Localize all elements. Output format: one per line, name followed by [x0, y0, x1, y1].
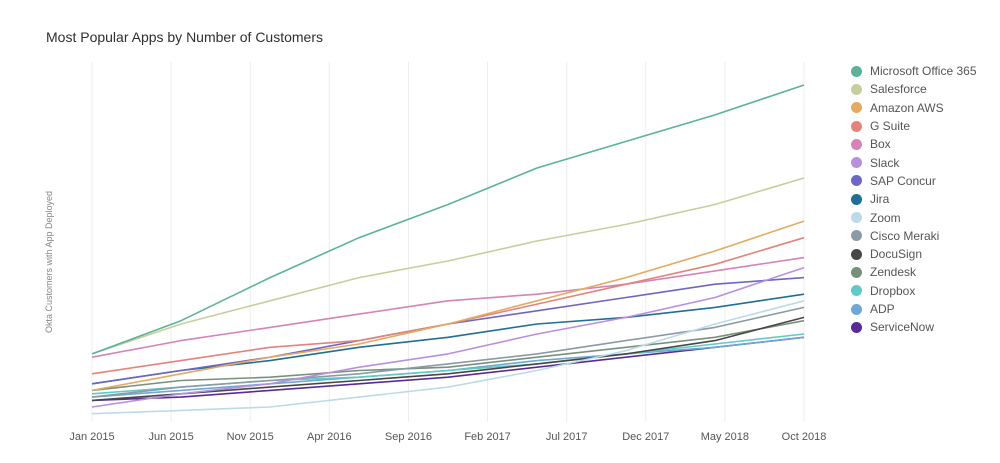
series-line-slack	[91, 266, 805, 408]
legend-label: Zendesk	[870, 265, 917, 280]
x-tick-label: Jul 2017	[546, 431, 588, 443]
legend-item[interactable]: G Suite	[851, 117, 977, 135]
chart-title: Most Popular Apps by Number of Customers	[46, 29, 324, 45]
legend-label: SAP Concur	[870, 173, 936, 188]
legend-swatch-icon	[851, 65, 862, 77]
legend-label: Salesforce	[870, 82, 927, 97]
legend-label: DocuSign	[870, 247, 923, 262]
x-axis: Jan 2015 Jun 2015 Nov 2015 Apr 2016 Sep 2016…	[69, 431, 826, 443]
legend-swatch-icon	[851, 230, 862, 242]
legend-swatch-icon	[851, 248, 862, 260]
legend-label: Microsoft Office 365	[870, 64, 977, 79]
legend-label: ServiceNow	[870, 320, 935, 335]
legend-swatch-icon	[851, 193, 862, 205]
legend-label: Amazon AWS	[870, 100, 944, 115]
legend-item[interactable]: Zendesk	[851, 263, 977, 281]
legend-swatch-icon	[851, 157, 862, 169]
legend-swatch-icon	[851, 83, 862, 95]
legend-item[interactable]: Cisco Meraki	[851, 227, 977, 245]
series-line-servicenow	[91, 336, 805, 402]
legend-item[interactable]: Zoom	[851, 208, 977, 226]
legend-item[interactable]: Jira	[851, 190, 977, 208]
legend-item[interactable]: ServiceNow	[851, 318, 977, 336]
series-line-jira	[91, 293, 805, 385]
legend-swatch-icon	[851, 138, 862, 150]
legend-swatch-icon	[851, 285, 862, 297]
series-line-salesforce	[91, 177, 805, 355]
legend-item[interactable]: SAP Concur	[851, 172, 977, 190]
legend-swatch-icon	[851, 266, 862, 278]
legend-item[interactable]: Dropbox	[851, 282, 977, 300]
x-tick-label: Apr 2016	[307, 431, 352, 443]
legend-item[interactable]: Salesforce	[851, 80, 977, 98]
legend-swatch-icon	[851, 321, 862, 333]
x-tick-label: Oct 2018	[782, 431, 827, 443]
series-line-amazon-aws	[91, 220, 805, 392]
legend-label: G Suite	[870, 119, 911, 134]
series-line-box	[91, 256, 805, 358]
legend-item[interactable]: Microsoft Office 365	[851, 62, 977, 80]
x-tick-label: May 2018	[701, 431, 749, 443]
legend-label: Slack	[870, 155, 900, 170]
x-tick-label: Dec 2017	[622, 431, 669, 443]
legend-label: Box	[870, 137, 891, 152]
series-line-zoom	[91, 300, 805, 415]
series-line-docusign	[91, 316, 805, 402]
legend-label: Zoom	[870, 210, 901, 225]
legend-label: Cisco Meraki	[870, 228, 940, 243]
x-tick-label: Jun 2015	[148, 431, 193, 443]
x-tick-label: Jan 2015	[69, 431, 114, 443]
legend-item[interactable]: Box	[851, 135, 977, 153]
legend-swatch-icon	[851, 303, 862, 315]
series-lines	[91, 84, 805, 415]
legend-item[interactable]: Slack	[851, 153, 977, 171]
legend: Microsoft Office 365 Salesforce Amazon AWS…	[851, 62, 977, 336]
legend-label: Jira	[870, 192, 890, 207]
legend-item[interactable]: DocuSign	[851, 245, 977, 263]
legend-label: ADP	[870, 302, 895, 316]
series-line-cisco-meraki	[91, 306, 805, 398]
legend-swatch-icon	[851, 175, 862, 187]
legend-label: Dropbox	[870, 283, 916, 298]
x-tick-label: Feb 2017	[464, 431, 510, 443]
series-line-microsoft-office-365	[91, 84, 805, 355]
series-line-zendesk	[91, 319, 805, 392]
legend-item[interactable]: ADP	[851, 300, 977, 318]
legend-swatch-icon	[851, 102, 862, 114]
x-tick-label: Sep 2016	[385, 431, 432, 443]
legend-swatch-icon	[851, 120, 862, 132]
y-axis-label: Okta Customers with App Deployed	[44, 191, 54, 333]
x-tick-label: Nov 2015	[227, 431, 274, 443]
legend-swatch-icon	[851, 212, 862, 224]
legend-item[interactable]: Amazon AWS	[851, 99, 977, 117]
